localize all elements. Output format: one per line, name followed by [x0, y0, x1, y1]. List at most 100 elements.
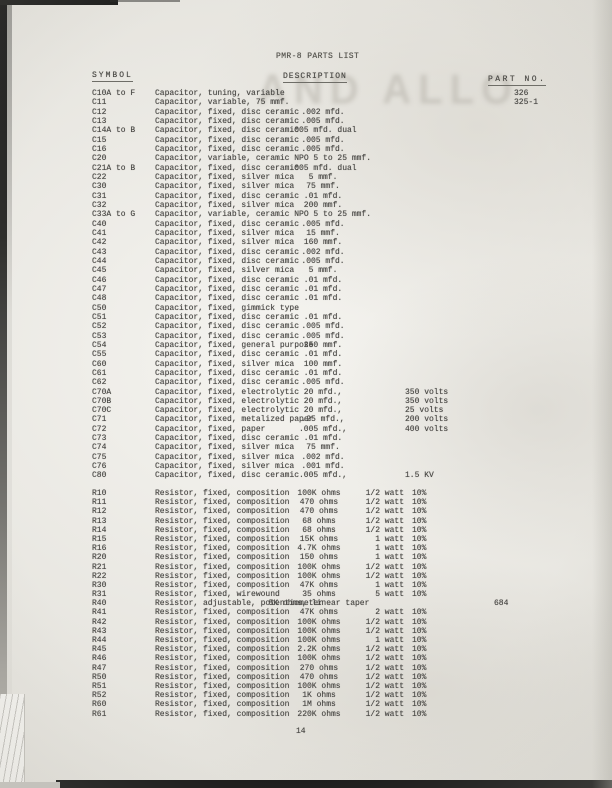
cell-sym: C30	[92, 182, 107, 192]
cell-sym: R16	[92, 544, 107, 554]
cell-desc: Resistor, adjustable, potentiometer	[155, 599, 324, 609]
table-row: R52 Resistor, fixed, composition 1K ohms 1/…	[0, 691, 612, 700]
cell-ohms: 68 ohms	[302, 525, 336, 535]
cell-desc: Capacitor, fixed, disc ceramic	[155, 126, 300, 136]
table-row: C53 Capacitor, fixed, disc ceramic .005 mf…	[0, 332, 612, 341]
cell-desc: Resistor, fixed, composition	[155, 489, 290, 498]
cell-watt: 1 watt	[375, 553, 404, 563]
cell-value: .005 mfd.,	[298, 471, 347, 481]
cell-desc: Capacitor, fixed, disc ceramic	[155, 471, 300, 481]
cell-sym: C40	[92, 219, 107, 229]
cell-desc: Resistor, fixed, wirewound	[155, 590, 280, 600]
cell-ohms: 220K ohms	[297, 709, 341, 719]
capacitor-table: C10A to F Capacitor, tuning, variable 326 C…	[0, 89, 612, 481]
cell-value: 75 mmf.	[306, 182, 340, 192]
cell-sym: C21A to B	[92, 163, 136, 173]
cell-desc: Capacitor, fixed, disc ceramic	[155, 191, 300, 201]
cell-ohms: 100K ohms	[297, 636, 341, 645]
scan-edge-bottom-light	[0, 782, 60, 788]
cell-ohms: 1M ohms	[302, 700, 336, 710]
cell-sym: R45	[92, 645, 107, 655]
table-row: C45 Capacitor, fixed, silver mica 5 mmf.	[0, 266, 612, 275]
table-row: R44 Resistor, fixed, composition 100K ohms…	[0, 636, 612, 645]
cell-sym: R60	[92, 700, 107, 710]
table-row: R20 Resistor, fixed, composition 150 ohms 1…	[0, 553, 612, 562]
cell-sym: C75	[92, 452, 107, 462]
table-row: C20 Capacitor, variable, ceramic NPO 5 to…	[0, 154, 612, 163]
cell-desc: Capacitor, fixed, silver mica	[155, 172, 295, 182]
cell-tol: 10%	[412, 663, 427, 673]
cell-value: .005 mfd.	[301, 331, 345, 341]
scan-edge-top	[0, 0, 118, 5]
cell-sym: C43	[92, 247, 107, 257]
cell-sym: C32	[92, 200, 107, 210]
cell-ohms: 100K ohms	[297, 571, 341, 581]
table-row: C40 Capacitor, fixed, disc ceramic .005 mf…	[0, 220, 612, 229]
table-row: C12 Capacitor, fixed, disc ceramic .002 mf…	[0, 108, 612, 117]
cell-value: 15 mmf.	[306, 228, 340, 238]
cell-value: .005 mfd. dual	[289, 163, 357, 173]
cell-sym: C45	[92, 266, 107, 276]
cell-ohms: 2.2K ohms	[297, 645, 341, 655]
cell-sym: C20	[92, 154, 107, 164]
cell-ohms: 470 ohms	[299, 507, 339, 517]
cell-desc: Capacitor, fixed, silver mica	[155, 443, 295, 453]
cell-ohms: 68 ohms	[302, 516, 336, 526]
cell-value: .01 mfd.	[303, 434, 343, 444]
cell-sym: C22	[92, 172, 107, 182]
table-row: C75 Capacitor, fixed, silver mica .002 mfd…	[0, 453, 612, 462]
cell-sym: C11	[92, 98, 107, 108]
cell-desc: Resistor, fixed, composition	[155, 617, 290, 627]
cell-ohms: 150 ohms	[299, 553, 339, 563]
table-row: C15 Capacitor, fixed, disc ceramic .005 mf…	[0, 136, 612, 145]
cell-sym: C55	[92, 350, 107, 360]
table-row: R10 Resistor, fixed, composition 100K ohms…	[0, 489, 612, 498]
table-row: C55 Capacitor, fixed, disc ceramic .01 mfd…	[0, 350, 612, 359]
cell-desc: Resistor, fixed, composition	[155, 580, 290, 590]
cell-desc: Resistor, fixed, composition	[155, 645, 290, 655]
cell-sym: C52	[92, 322, 107, 332]
cell-sym: C72	[92, 424, 107, 434]
cell-sym: C62	[92, 378, 107, 388]
cell-desc: Resistor, fixed, composition	[155, 636, 290, 645]
cell-value: 5 mmf.	[308, 266, 338, 276]
cell-watt: 1/2 watt	[365, 626, 404, 636]
cell-watt: 1/2 watt	[365, 700, 404, 710]
cell-volts: 25 volts	[405, 406, 444, 416]
table-row: C73 Capacitor, fixed, disc ceramic .01 mfd…	[0, 434, 612, 443]
cell-value: .002 mfd.	[301, 107, 345, 117]
book-page-edges	[0, 694, 25, 788]
cell-desc: Capacitor, fixed, silver mica	[155, 359, 295, 369]
cell-tol: 10%	[412, 525, 427, 535]
cell-volts: 200 volts	[405, 415, 449, 425]
cell-tol: 10%	[412, 691, 427, 701]
cell-sym: R40	[92, 599, 107, 609]
cell-sym: C71	[92, 415, 107, 425]
cell-sym: C46	[92, 275, 107, 285]
cell-ohms: 47K ohms	[299, 580, 339, 590]
cell-value: 75 mmf.	[306, 443, 340, 453]
cell-tol: 10%	[412, 534, 427, 544]
scan-edge-bottom	[56, 780, 612, 788]
cell-desc: Capacitor, fixed, disc ceramic	[155, 163, 300, 173]
cell-tol: 10%	[412, 516, 427, 526]
table-row: C70C Capacitor, fixed, electrolytic 20 mfd…	[0, 406, 612, 415]
cell-value: .01 mfd.	[303, 275, 343, 285]
cell-desc: Capacitor, fixed, silver mica	[155, 200, 295, 210]
cell-watt: 2 watt	[375, 608, 404, 618]
cell-desc: Capacitor, fixed, disc ceramic	[155, 284, 300, 294]
cell-desc: Resistor, fixed, composition	[155, 672, 290, 682]
cell-desc: Capacitor, fixed, electrolytic	[155, 396, 300, 406]
cell-watt: 1/2 watt	[365, 645, 404, 655]
cell-watt: 1/2 watt	[365, 489, 404, 498]
cell-volts: 400 volts	[405, 424, 449, 434]
cell-tol: 10%	[412, 553, 427, 563]
table-row: R61 Resistor, fixed, composition 220K ohms…	[0, 710, 612, 719]
cell-watt: 1 watt	[375, 636, 404, 645]
cell-part: 325-1	[514, 98, 539, 108]
cell-desc: Capacitor, fixed, disc ceramic	[155, 219, 300, 229]
cell-desc: Resistor, fixed, composition	[155, 709, 290, 719]
cell-value: .01 mfd.	[303, 294, 343, 304]
cell-desc: Capacitor, fixed, disc ceramic	[155, 116, 300, 126]
